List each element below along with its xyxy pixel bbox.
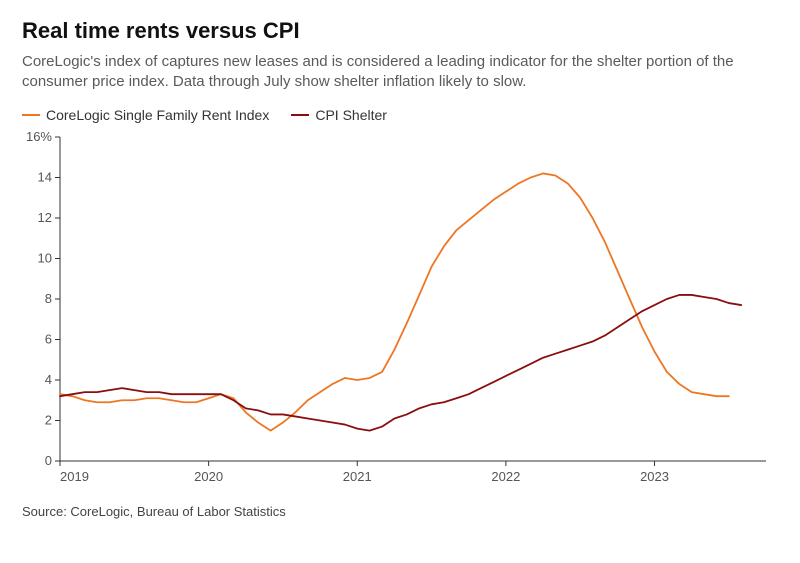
legend-label: CoreLogic Single Family Rent Index: [46, 107, 269, 123]
y-tick-label: 8: [45, 291, 52, 306]
legend-label: CPI Shelter: [315, 107, 387, 123]
x-tick-label: 2021: [343, 469, 372, 484]
chart-card: Real time rents versus CPI CoreLogic's i…: [0, 0, 800, 529]
legend-swatch: [291, 114, 309, 116]
y-tick-label: 12: [38, 210, 52, 225]
y-tick-label: 16%: [26, 129, 52, 144]
legend-item-corelogic: CoreLogic Single Family Rent Index: [22, 107, 269, 123]
y-tick-label: 14: [38, 169, 52, 184]
legend-item-cpi: CPI Shelter: [291, 107, 387, 123]
x-tick-label: 2022: [491, 469, 520, 484]
x-tick-label: 2019: [60, 469, 89, 484]
chart-title: Real time rents versus CPI: [22, 18, 778, 44]
series-line: [60, 294, 741, 430]
x-tick-label: 2020: [194, 469, 223, 484]
line-chart: 0 2 4 6 8 10 12 14 16% 2019 2020 2021 2022 2023: [22, 129, 776, 489]
y-tick-label: 4: [45, 372, 52, 387]
legend-swatch: [22, 114, 40, 116]
y-tick-label: 2: [45, 412, 52, 427]
legend: CoreLogic Single Family Rent Index CPI S…: [22, 107, 778, 123]
x-tick-label: 2023: [640, 469, 669, 484]
chart-subtitle: CoreLogic's index of captures new leases…: [22, 52, 762, 93]
y-tick-label: 6: [45, 331, 52, 346]
y-tick-label: 0: [45, 453, 52, 468]
y-tick-label: 10: [38, 250, 52, 265]
source-line: Source: CoreLogic, Bureau of Labor Stati…: [22, 504, 778, 519]
